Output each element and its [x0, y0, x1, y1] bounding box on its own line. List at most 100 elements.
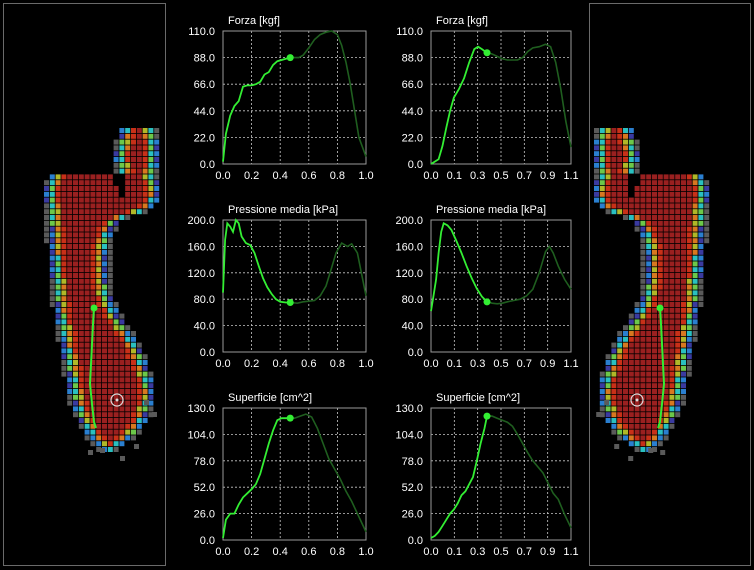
pressure-cell [96, 302, 102, 307]
pressure-cell [131, 389, 136, 394]
pressure-cell [154, 168, 160, 174]
pressure-cell [90, 215, 96, 220]
x-tick-label: 0.9 [540, 358, 555, 370]
y-tick-label: 80.0 [194, 294, 215, 306]
pressure-cell [698, 267, 704, 273]
pressure-cell [107, 342, 113, 348]
pressure-cell [102, 278, 107, 284]
x-tick-label: 0.8 [330, 546, 345, 558]
pressure-cell [102, 389, 107, 394]
pressure-cell [640, 278, 646, 284]
pressure-cell [84, 174, 90, 180]
pressure-cell [78, 191, 84, 197]
pressure-cell [67, 313, 73, 319]
pressure-cell [646, 360, 652, 365]
pressure-cell [73, 290, 78, 296]
pressure-cell [55, 319, 61, 325]
pressure-cell [646, 180, 652, 186]
pressure-cell [107, 418, 113, 423]
pressure-cell [675, 342, 681, 348]
pressure-cell [44, 203, 49, 209]
pressure-cell [681, 249, 686, 255]
pressure-cell [646, 220, 652, 226]
pressure-cell [125, 435, 131, 441]
pressure-cell [125, 354, 131, 360]
pressure-cell [692, 331, 698, 336]
pressure-cell [623, 342, 628, 348]
pressure-cell [646, 348, 652, 354]
pressure-cell [646, 215, 652, 220]
pressure-cell [663, 186, 669, 191]
pressure-cell [675, 273, 681, 278]
pressure-cell [119, 168, 125, 174]
pressure-cell [107, 394, 113, 400]
pressure-cell [61, 220, 67, 226]
circle-marker-dot [115, 398, 119, 402]
pressure-cell [663, 331, 669, 336]
y-tick-label: 104.0 [395, 429, 423, 441]
pressure-cell [599, 157, 605, 162]
pressure-cell [605, 389, 611, 394]
pressure-cell [652, 261, 657, 267]
pressure-cell [131, 371, 136, 377]
pressure-cell [131, 191, 136, 197]
pressure-cell [125, 151, 131, 157]
pressure-cell [96, 418, 102, 423]
pressure-cell [96, 394, 102, 400]
pressure-cell [125, 180, 131, 186]
pressure-cell [704, 203, 710, 209]
pressure-cell [646, 429, 652, 435]
pressure-cell [611, 180, 617, 186]
pressure-cell [125, 331, 131, 336]
pressure-cell [599, 168, 605, 174]
pressure-cell [125, 128, 131, 133]
pressure-cell [669, 215, 675, 220]
pressure-cell [78, 319, 84, 325]
pressure-cell [648, 448, 654, 453]
pressure-cell [692, 296, 698, 302]
pressure-cell [44, 180, 49, 186]
cursor-point [483, 49, 491, 57]
pressure-cell [55, 232, 61, 238]
pressure-cell [663, 336, 669, 342]
pressure-cell [611, 348, 617, 354]
pressure-cell [78, 186, 84, 191]
pressure-cell [692, 203, 698, 209]
pressure-cell [44, 215, 49, 220]
pressure-cell [634, 441, 640, 447]
pressure-cell [73, 191, 78, 197]
pressure-cell [96, 348, 102, 354]
pressure-cell [55, 331, 61, 336]
pressure-cell [142, 151, 148, 157]
pressure-cell [675, 319, 681, 325]
pressure-cell [634, 423, 640, 429]
pressure-cell [640, 354, 646, 360]
pressure-cell [681, 180, 686, 186]
pressure-cell [605, 394, 611, 400]
pressure-cell [96, 354, 102, 360]
pressure-cell [628, 412, 634, 418]
pressure-cell [634, 389, 640, 394]
pressure-cell [67, 325, 73, 331]
pressure-cell [102, 302, 107, 307]
pressure-cell [652, 197, 657, 203]
pressure-cell [84, 418, 90, 423]
right-foot-pressure-map [594, 128, 710, 461]
pressure-cell [634, 319, 640, 325]
pressure-cell [73, 377, 78, 383]
y-tick-label: 22.0 [402, 132, 423, 144]
pressure-cell [136, 209, 142, 215]
pressure-cell [154, 145, 160, 151]
pressure-cell [61, 365, 67, 371]
pressure-cell [686, 313, 692, 319]
pressure-cell [84, 313, 90, 319]
pressure-cell [96, 261, 102, 267]
pressure-cell [686, 365, 692, 371]
pressure-cell [73, 302, 78, 307]
pressure-cell [605, 157, 611, 162]
pressure-cell [142, 383, 148, 389]
pressure-cell [634, 394, 640, 400]
pressure-cell [119, 325, 125, 331]
x-tick-label: 0.1 [447, 358, 462, 370]
pressure-cell [652, 447, 657, 452]
